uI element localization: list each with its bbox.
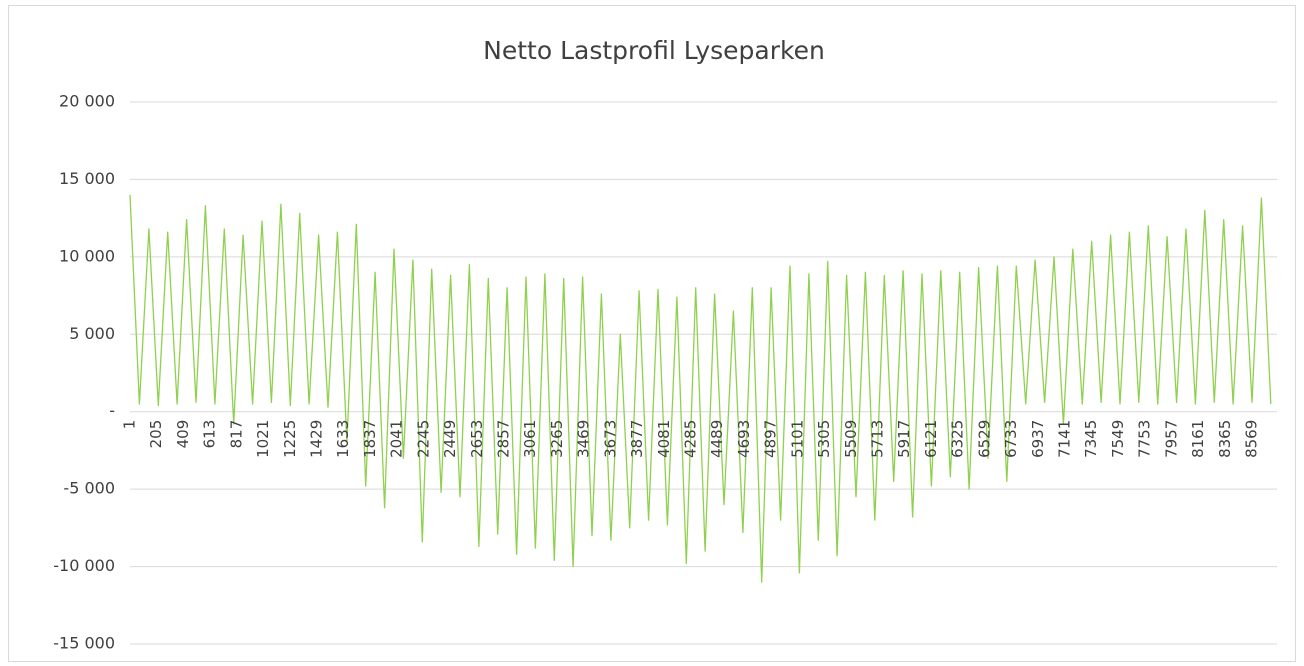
x-tick-label: 4897 (762, 420, 780, 458)
x-tick-label: 5305 (815, 420, 833, 458)
x-tick-label: 7549 (1109, 420, 1127, 458)
x-tick-label: 7141 (1055, 420, 1073, 458)
x-tick-label: 2245 (414, 420, 432, 458)
x-tick-label: 6121 (922, 420, 940, 458)
x-tick-label: 3673 (601, 420, 619, 458)
x-tick-label: 2041 (388, 420, 406, 458)
x-tick-label: 2449 (441, 420, 459, 458)
x-tick-label: 1837 (361, 420, 379, 458)
x-tick-label: 409 (174, 420, 192, 449)
y-tick-label: -15 000 (53, 634, 115, 653)
chart-title: Netto Lastprofil Lyseparken (483, 36, 825, 65)
x-tick-label: 5713 (868, 420, 886, 458)
x-tick-label: 6325 (949, 420, 967, 458)
x-tick-label: 7345 (1082, 420, 1100, 458)
x-tick-label: 7957 (1162, 420, 1180, 458)
x-tick-label: 2653 (468, 420, 486, 458)
x-tick-label: 5917 (895, 420, 913, 458)
y-tick-label: 10 000 (59, 246, 115, 265)
x-tick-label: 4489 (708, 420, 726, 458)
y-tick-label: - (109, 401, 115, 420)
x-tick-label: 205 (147, 420, 165, 449)
y-tick-label: -5 000 (63, 479, 115, 498)
line-series (129, 194, 1272, 583)
x-tick-label: 613 (201, 420, 219, 449)
x-tick-label: 3877 (628, 420, 646, 458)
x-tick-label: 3469 (575, 420, 593, 458)
x-tick-label: 1225 (281, 420, 299, 458)
x-tick-label: 6733 (1002, 420, 1020, 458)
x-tick-label: 4081 (655, 420, 673, 458)
x-tick-label: 1 (121, 420, 139, 430)
x-tick-label: 7753 (1136, 420, 1154, 458)
x-tick-label: 1633 (334, 420, 352, 458)
x-tick-label: 5101 (788, 420, 806, 458)
y-tick-label: 20 000 (59, 92, 115, 111)
y-tick-label: -10 000 (53, 556, 115, 575)
x-tick-label: 1021 (254, 420, 272, 458)
x-tick-label: 8365 (1216, 420, 1234, 458)
x-tick-label: 3061 (521, 420, 539, 458)
x-tick-label: 6937 (1029, 420, 1047, 458)
x-tick-label: 8161 (1189, 420, 1207, 458)
x-tick-label: 817 (227, 420, 245, 449)
x-tick-label: 8569 (1242, 420, 1260, 458)
x-tick-label: 4285 (681, 420, 699, 458)
chart-frame (8, 5, 1296, 662)
x-tick-label: 1429 (307, 420, 325, 458)
y-tick-label: 5 000 (69, 324, 115, 343)
y-tick-label: 15 000 (59, 169, 115, 188)
x-tick-label: 6529 (975, 420, 993, 458)
x-tick-label: 3265 (548, 420, 566, 458)
x-tick-label: 4693 (735, 420, 753, 458)
x-tick-label: 5509 (842, 420, 860, 458)
x-tick-label: 2857 (494, 420, 512, 458)
